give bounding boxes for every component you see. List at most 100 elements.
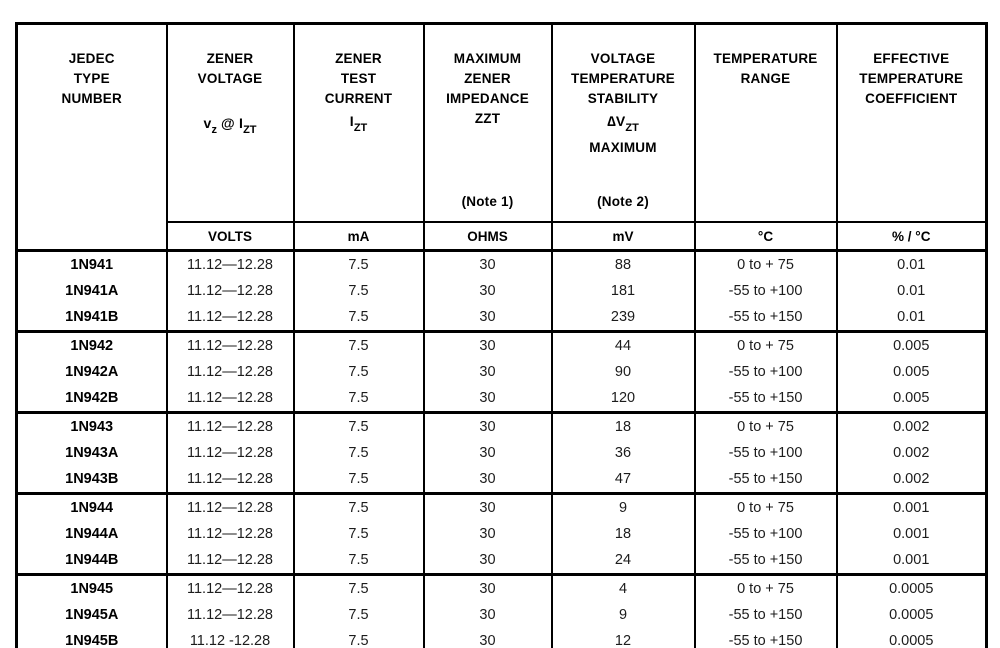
unit-mv: mV (550, 221, 696, 252)
table-row: 1N945B 11.12 -12.28 7.5 30 12 -55 to +150 0.00… (15, 628, 988, 648)
cell-coefficient: 0.002 (835, 440, 988, 466)
cell-impedance: 30 (422, 521, 553, 547)
cell-type: 1N942A (15, 359, 168, 385)
cell-type: 1N941A (15, 278, 168, 304)
cell-voltage: 11.12—12.28 (165, 411, 295, 440)
header-line: TYPE (73, 71, 110, 86)
cell-temp-range: -55 to +150 (693, 602, 838, 628)
unit-celsius: °C (693, 221, 838, 252)
cell-stability: 120 (550, 385, 696, 413)
cell-current: 7.5 (292, 521, 425, 547)
cell-temp-range: 0 to + 75 (693, 573, 838, 602)
cell-type: 1N944 (15, 492, 168, 521)
table-row: 1N944B 11.12—12.28 7.5 30 24 -55 to +150 0.001 (15, 547, 988, 575)
cell-impedance: 30 (422, 411, 553, 440)
table-row: 1N943B 11.12—12.28 7.5 30 47 -55 to +150 0.002 (15, 466, 988, 494)
cell-temp-range: -55 to +150 (693, 466, 838, 494)
table-row: 1N945 11.12—12.28 7.5 30 4 0 to + 75 0.0005 (15, 573, 988, 602)
cell-stability: 90 (550, 359, 696, 385)
cell-stability: 12 (550, 628, 696, 648)
header-line: TEMPERATURE (713, 51, 818, 66)
header-line: STABILITY (587, 91, 659, 106)
cell-coefficient: 0.005 (835, 330, 988, 359)
cell-coefficient: 0.0005 (835, 628, 988, 648)
cell-voltage: 11.12—12.28 (165, 385, 295, 413)
cell-impedance: 30 (422, 385, 553, 413)
spec-table: JEDEC TYPE NUMBER ZENER VOLTAGE vz @ IZT… (15, 22, 988, 648)
cell-stability: 88 (550, 250, 696, 278)
cell-stability: 9 (550, 602, 696, 628)
cell-type: 1N941 (15, 250, 168, 278)
header-line: CURRENT (324, 91, 393, 106)
col-header-zener-voltage: ZENER VOLTAGE vz @ IZT (165, 23, 295, 222)
table-row: 1N944A 11.12—12.28 7.5 30 18 -55 to +100 0.001 (15, 521, 988, 547)
cell-stability: 36 (550, 440, 696, 466)
col-header-effective-temp-coefficient: EFFECTIVE TEMPERATURE COEFFICIENT (835, 23, 988, 222)
cell-type: 1N941B (15, 304, 168, 332)
header-line: TEST (340, 71, 377, 86)
unit-percent-per-celsius: % / °C (835, 221, 988, 252)
table-row: 1N942B 11.12—12.28 7.5 30 120 -55 to +150 0.00… (15, 385, 988, 413)
header-line: JEDEC (68, 51, 115, 66)
cell-impedance: 30 (422, 573, 553, 602)
col-header-max-zener-impedance: MAXIMUM ZENER IMPEDANCE ZZT (Note 1) (422, 23, 553, 222)
cell-current: 7.5 (292, 330, 425, 359)
cell-impedance: 30 (422, 304, 553, 332)
cell-type: 1N945A (15, 602, 168, 628)
cell-type: 1N944B (15, 547, 168, 575)
izt-formula: IZT (349, 113, 368, 134)
header-line: MAXIMUM (453, 51, 522, 66)
cell-voltage: 11.12—12.28 (165, 573, 295, 602)
cell-current: 7.5 (292, 304, 425, 332)
vz-at-izt-formula: vz @ IZT (203, 115, 257, 136)
col-header-temperature-range: TEMPERATURE RANGE (693, 23, 838, 222)
header-line: RANGE (740, 71, 791, 86)
cell-stability: 47 (550, 466, 696, 494)
col-header-jedec-type-number: JEDEC TYPE NUMBER (15, 23, 168, 252)
header-line: COEFFICIENT (865, 91, 958, 106)
cell-stability: 239 (550, 304, 696, 332)
header-line: NUMBER (61, 91, 122, 106)
unit-ohms: OHMS (422, 221, 553, 252)
cell-current: 7.5 (292, 466, 425, 494)
cell-type: 1N945B (15, 628, 168, 648)
cell-type: 1N945 (15, 573, 168, 602)
cell-type: 1N944A (15, 521, 168, 547)
cell-temp-range: -55 to +150 (693, 628, 838, 648)
cell-current: 7.5 (292, 359, 425, 385)
cell-impedance: 30 (422, 628, 553, 648)
cell-coefficient: 0.005 (835, 359, 988, 385)
table-row: 1N941A 11.12—12.28 7.5 30 181 -55 to +100 0.01 (15, 278, 988, 304)
cell-voltage: 11.12—12.28 (165, 521, 295, 547)
cell-stability: 24 (550, 547, 696, 575)
cell-current: 7.5 (292, 385, 425, 413)
cell-coefficient: 0.01 (835, 278, 988, 304)
table-row: 1N941 11.12—12.28 7.5 30 88 0 to + 75 0.01 (15, 250, 988, 278)
cell-current: 7.5 (292, 492, 425, 521)
cell-temp-range: -55 to +100 (693, 278, 838, 304)
cell-coefficient: 0.0005 (835, 602, 988, 628)
header-line: TEMPERATURE (859, 71, 964, 86)
note-1-reference: (Note 1) (461, 194, 514, 209)
cell-current: 7.5 (292, 250, 425, 278)
cell-current: 7.5 (292, 628, 425, 648)
cell-voltage: 11.12—12.28 (165, 278, 295, 304)
cell-impedance: 30 (422, 359, 553, 385)
cell-current: 7.5 (292, 573, 425, 602)
col-header-zener-test-current: ZENER TEST CURRENT IZT (292, 23, 425, 222)
cell-impedance: 30 (422, 250, 553, 278)
table-row: 1N945A 11.12—12.28 7.5 30 9 -55 to +150 0.0005 (15, 602, 988, 628)
table-row: 1N943A 11.12—12.28 7.5 30 36 -55 to +100 0.002 (15, 440, 988, 466)
cell-coefficient: 0.001 (835, 521, 988, 547)
table-row: 1N941B 11.12—12.28 7.5 30 239 -55 to +150 0.01 (15, 304, 988, 332)
note-2-reference: (Note 2) (597, 194, 649, 209)
header-line: MAXIMUM (589, 140, 657, 155)
cell-type: 1N943A (15, 440, 168, 466)
cell-voltage: 11.12—12.28 (165, 250, 295, 278)
units-row: VOLTS mA OHMS mV °C % / °C (17, 221, 988, 252)
cell-coefficient: 0.01 (835, 304, 988, 332)
cell-temp-range: -55 to +100 (693, 521, 838, 547)
cell-coefficient: 0.001 (835, 492, 988, 521)
table-row: 1N942A 11.12—12.28 7.5 30 90 -55 to +100 0.005 (15, 359, 988, 385)
header-line: ZENER (206, 51, 254, 66)
